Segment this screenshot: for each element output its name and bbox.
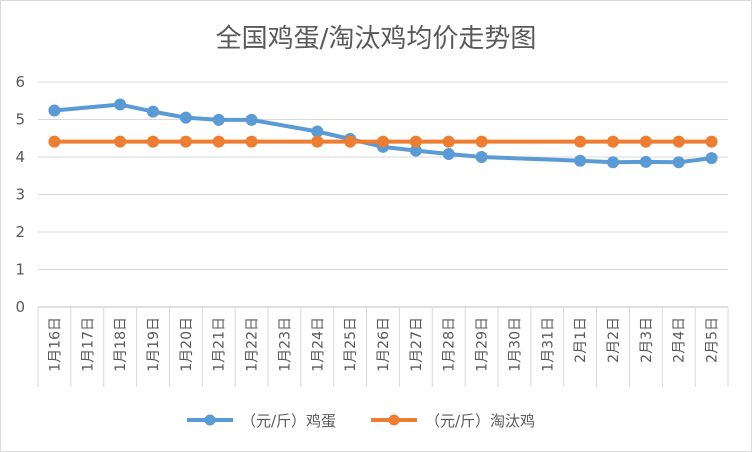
- legend-swatch-marker: [388, 414, 400, 426]
- data-point: [442, 148, 455, 160]
- data-point: [147, 105, 159, 118]
- x-tick-label: 2月4日: [672, 317, 688, 363]
- data-point: [114, 98, 127, 111]
- y-tick-label: 0: [15, 298, 25, 316]
- x-tick-label: 1月16日: [47, 317, 63, 372]
- data-point: [705, 135, 718, 148]
- x-tick-label: 1月24日: [310, 317, 326, 372]
- x-tick-label: 1月29日: [475, 317, 491, 372]
- data-point: [179, 111, 192, 124]
- data-point: [639, 135, 652, 148]
- data-point: [672, 135, 685, 148]
- grid-lines: [38, 81, 728, 270]
- data-point: [442, 135, 455, 148]
- x-tick-label: 2月2日: [606, 317, 622, 363]
- data-point: [475, 151, 488, 163]
- x-tick-label: 1月31日: [540, 317, 556, 372]
- y-tick-label: 6: [15, 73, 25, 91]
- legend-item: （元/斤）鸡蛋: [187, 412, 336, 430]
- x-tick-label: 1月22日: [245, 317, 261, 372]
- legend-swatch-marker: [204, 414, 216, 426]
- x-tick-label: 1月30日: [507, 317, 523, 372]
- data-point: [48, 135, 61, 148]
- data-point: [344, 135, 357, 148]
- x-tick-label: 1月28日: [442, 317, 458, 372]
- data-point: [607, 135, 619, 148]
- data-point: [212, 135, 225, 148]
- legend-label: （元/斤）淘汰鸡: [425, 412, 535, 430]
- x-tick-label: 2月5日: [705, 317, 721, 363]
- y-tick-label: 1: [15, 261, 25, 279]
- data-point: [639, 155, 652, 168]
- data-point: [574, 135, 587, 148]
- y-tick-label: 2: [15, 223, 25, 241]
- series-culled-hen: [48, 135, 718, 148]
- x-tick-label: 1月27日: [409, 317, 425, 372]
- data-point: [245, 113, 258, 126]
- x-tick-label: 1月19日: [146, 317, 162, 372]
- x-tick-label: 2月3日: [639, 317, 655, 363]
- series-layer: [48, 98, 718, 169]
- legend-label: （元/斤）鸡蛋: [241, 412, 336, 430]
- data-point: [245, 135, 258, 148]
- data-point: [212, 113, 225, 126]
- data-point: [377, 135, 389, 148]
- x-tick-label: 1月21日: [212, 317, 228, 372]
- data-point: [672, 156, 685, 169]
- data-point: [607, 156, 619, 169]
- data-point: [48, 104, 61, 117]
- x-tick-label: 1月23日: [277, 317, 293, 372]
- y-tick-label: 3: [15, 186, 25, 204]
- data-point: [475, 135, 488, 148]
- data-point: [147, 135, 159, 148]
- y-tick-label: 4: [15, 148, 25, 166]
- data-point: [114, 135, 127, 148]
- x-tick-label: 1月20日: [179, 317, 195, 372]
- x-tick-label: 1月17日: [80, 317, 96, 372]
- y-tick-label: 5: [15, 111, 25, 129]
- data-point: [311, 135, 324, 148]
- data-point: [311, 125, 324, 138]
- x-tick-label: 1月25日: [343, 317, 359, 372]
- x-tick-label: 1月26日: [376, 317, 392, 372]
- data-point: [574, 154, 587, 167]
- data-point: [179, 135, 192, 148]
- legend-item: （元/斤）淘汰鸡: [371, 412, 535, 430]
- x-tick-label: 1月18日: [113, 317, 129, 372]
- x-tick-label: 2月1日: [573, 317, 589, 363]
- legend: （元/斤）鸡蛋 （元/斤）淘汰鸡: [187, 412, 535, 430]
- axes: 0 1 2 3 4 5 6 1月16日 1月17日 1月18日 1月19日 1月20日 1月21日 1月2…: [15, 73, 729, 387]
- data-point: [409, 135, 422, 148]
- data-point: [705, 152, 718, 165]
- chart-title: 全国鸡蛋/淘汰鸡均价走势图: [216, 24, 537, 54]
